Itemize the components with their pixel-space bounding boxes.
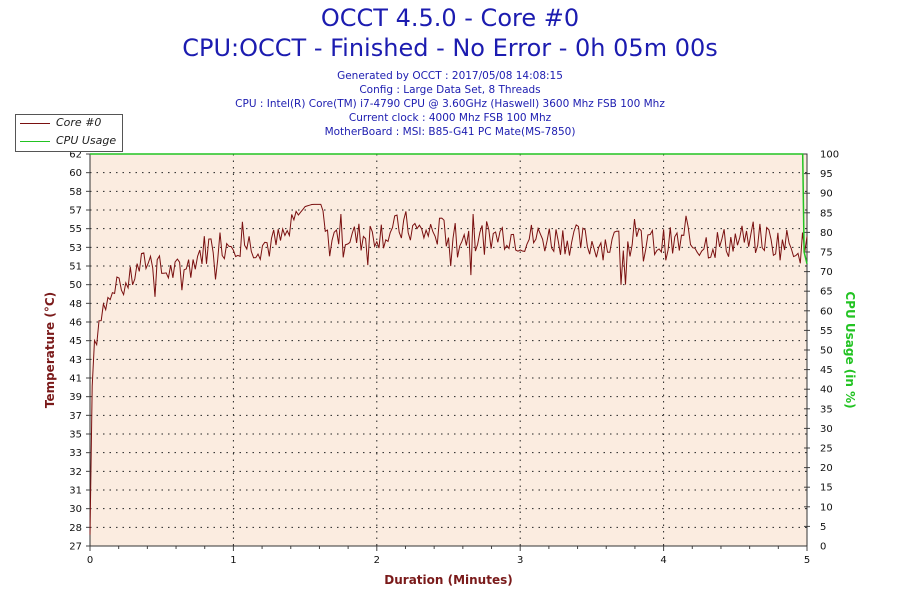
plot-background [90, 154, 807, 546]
y-tick-label-left: 39 [69, 392, 82, 403]
x-tick-label: 1 [230, 555, 236, 566]
series-line-cpu-usage [90, 153, 808, 264]
legend: Core #0 CPU Usage [15, 114, 123, 152]
y-tick-label-left: 51 [69, 262, 82, 273]
y-tick-label-left: 62 [69, 150, 82, 161]
y-tick-label-right: 15 [820, 483, 833, 494]
y-tick-label-left: 27 [69, 542, 82, 553]
x-tick-label: 3 [517, 555, 523, 566]
y-tick-label-right: 75 [820, 248, 833, 259]
y-tick-label-right: 95 [820, 169, 833, 180]
y-axis-title-right: CPU Usage (in %) [843, 291, 857, 408]
y-tick-label-left: 50 [69, 280, 82, 291]
y-tick-label-left: 48 [69, 299, 82, 310]
y-tick-label-left: 41 [69, 374, 82, 385]
y-tick-label-left: 57 [69, 206, 82, 217]
y-tick-label-right: 90 [820, 189, 833, 200]
x-tick-label: 0 [87, 555, 93, 566]
y-tick-label-left: 53 [69, 243, 82, 254]
motherboard-line: MotherBoard : MSI: B85-G41 PC Mate(MS-78… [324, 126, 576, 138]
y-tick-label-left: 32 [69, 467, 82, 478]
config-line: Config : Large Data Set, 8 Threads [359, 84, 541, 96]
chart-subtitle: CPU:OCCT - Finished - No Error - 0h 05m … [182, 34, 718, 62]
generated-line: Generated by OCCT : 2017/05/08 14:08:15 [337, 70, 563, 82]
y-tick-label-right: 85 [820, 208, 833, 219]
y-tick-label-left: 58 [69, 187, 82, 198]
y-tick-label-right: 40 [820, 385, 833, 396]
y-tick-label-left: 37 [69, 411, 82, 422]
y-tick-label-right: 0 [820, 542, 826, 553]
y-tick-label-left: 43 [69, 355, 82, 366]
y-tick-label-left: 28 [69, 523, 82, 534]
y-tick-label-right: 5 [820, 522, 826, 533]
legend-item-core: Core #0 [16, 115, 122, 132]
y-tick-label-right: 50 [820, 346, 833, 357]
legend-swatch-usage [20, 141, 50, 142]
y-tick-label-left: 60 [69, 168, 82, 179]
y-tick-label-right: 70 [820, 267, 833, 278]
y-tick-label-left: 33 [69, 448, 82, 459]
y-tick-label-left: 46 [69, 318, 82, 329]
y-tick-label-right: 60 [820, 306, 833, 317]
y-tick-label-right: 100 [820, 150, 839, 161]
y-tick-label-left: 55 [69, 224, 82, 235]
y-tick-label-right: 25 [820, 444, 833, 455]
y-axis-title-left: Temperature (°C) [43, 292, 57, 408]
clock-line: Current clock : 4000 Mhz FSB 100 Mhz [348, 112, 552, 124]
legend-swatch-core [20, 123, 50, 124]
legend-label-usage: CPU Usage [56, 134, 117, 147]
chart-title: OCCT 4.5.0 - Core #0 [320, 4, 580, 32]
legend-label-core: Core #0 [56, 116, 102, 129]
legend-item-usage: CPU Usage [16, 133, 122, 150]
cpu-line: CPU : Intel(R) Core(TM) i7-4790 CPU @ 3.… [235, 98, 665, 110]
y-tick-label-right: 65 [820, 287, 833, 298]
x-axis-title: Duration (Minutes) [384, 573, 512, 587]
y-tick-label-right: 10 [820, 502, 833, 513]
y-tick-label-right: 80 [820, 228, 833, 239]
y-tick-label-right: 35 [820, 404, 833, 415]
y-tick-label-left: 30 [69, 504, 82, 515]
x-tick-label: 5 [804, 555, 810, 566]
y-tick-label-left: 31 [69, 486, 82, 497]
y-tick-label-left: 35 [69, 430, 82, 441]
x-tick-label: 4 [660, 555, 666, 566]
y-tick-label-right: 45 [820, 365, 833, 376]
y-tick-label-right: 20 [820, 463, 833, 474]
y-tick-label-right: 30 [820, 424, 833, 435]
y-tick-label-right: 55 [820, 326, 833, 337]
series-line-core-0 [89, 203, 808, 535]
x-tick-label: 2 [374, 555, 380, 566]
y-tick-label-left: 45 [69, 336, 82, 347]
